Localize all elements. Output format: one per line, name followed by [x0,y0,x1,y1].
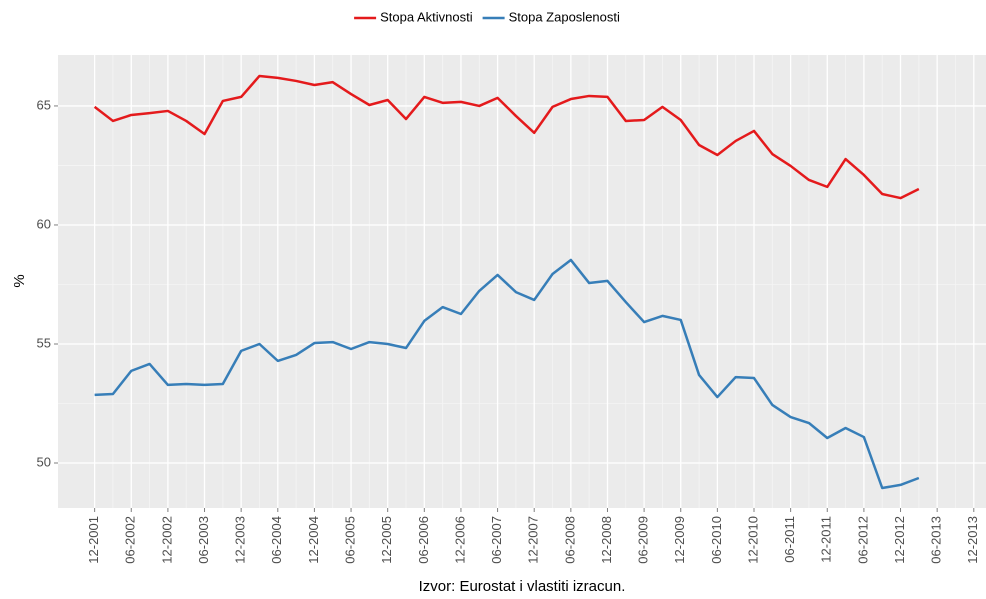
series-line [94,258,920,490]
x-tick-label: 12-2009 [672,516,687,564]
y-tick-label: 60 [37,216,51,231]
x-tick-label: 12-2008 [599,516,614,564]
plot-panel [58,55,986,508]
grid [58,55,986,508]
x-tick-label: 06-2006 [416,516,431,564]
x-tick-label: 06-2005 [342,516,357,564]
x-tick-label: 12-2003 [233,516,248,564]
series-line [93,74,920,200]
y-axis-label: % [11,274,28,287]
x-tick-label: 06-2012 [855,516,870,564]
x-tick-label: 12-2002 [159,516,174,564]
x-tick-label: 12-2006 [452,516,467,564]
x-tick-label: 12-2004 [306,516,321,564]
y-tick-label: 55 [37,335,51,350]
x-tick-label: 12-2011 [819,516,834,563]
x-tick-label: 06-2009 [636,516,651,564]
x-tick-label: 12-2012 [892,516,907,564]
lines [93,74,920,490]
x-tick-label: 12-2013 [965,516,980,564]
axes: 50 55 60 65 12-2001 06-2002 12-2002 06-2003 12-2… [37,97,981,563]
legend-label: Stopa Aktivnosti [380,9,473,24]
x-tick-label: 06-2011 [782,516,797,563]
x-tick-label: 06-2007 [489,516,504,564]
caption: Izvor: Eurostat i vlastiti izracun. [419,578,626,595]
x-tick-label: 06-2003 [196,516,211,564]
y-tick-label: 50 [37,454,51,469]
x-tick-label: 12-2001 [86,516,101,564]
x-tick-label: 06-2002 [123,516,138,564]
x-tick-label: 06-2004 [269,516,284,564]
x-tick-label: 12-2010 [745,516,760,564]
x-tick-label: 06-2010 [709,516,724,564]
x-tick-label: 12-2005 [379,516,394,564]
legend: Stopa Aktivnosti Stopa Zaposlenosti [354,9,620,24]
x-tick-label: 06-2008 [562,516,577,564]
legend-label: Stopa Zaposlenosti [509,9,620,24]
x-tick-label: 06-2013 [929,516,944,564]
x-tick-label: 12-2007 [526,516,541,564]
y-tick-label: 65 [37,97,51,112]
